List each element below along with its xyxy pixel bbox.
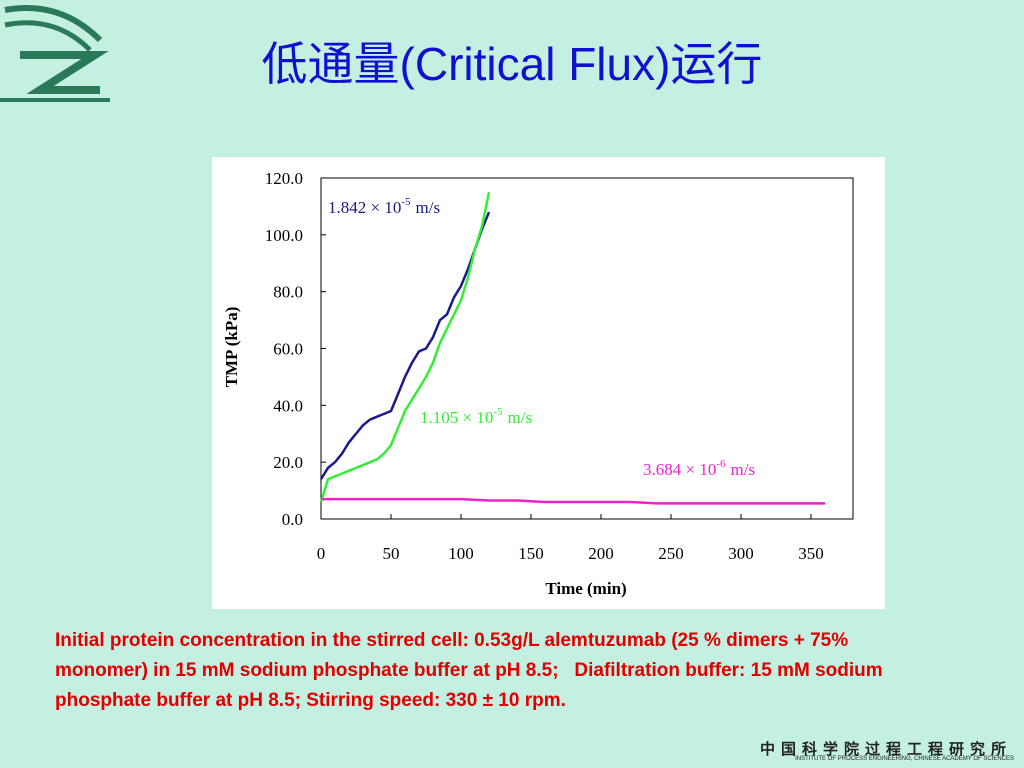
x-tick-label: 50 [383, 544, 400, 563]
label-base: 1.105 × 10 [420, 408, 493, 427]
label-exp: -5 [493, 406, 503, 418]
label-unit: m/s [508, 408, 533, 427]
data-line [319, 211, 491, 480]
chart: Time (min) TMP (kPa) 0.0 20.0 40.0 60.0 80.0… [212, 157, 885, 609]
slide-title: 低通量(Critical Flux)运行 [261, 38, 763, 90]
x-tick-label: 0 [317, 544, 326, 563]
label-exp: -6 [716, 458, 726, 470]
logo [0, 5, 110, 102]
caption-line: Initial protein concentration in the sti… [55, 630, 849, 651]
label-base: 3.684 × 10 [643, 460, 716, 479]
footer-name: 中国科学院过程工程研究所 [759, 741, 1012, 758]
footer-english: INSTITUTE OF PROCESS ENGINEERING, CHINES… [795, 756, 1014, 762]
label-unit: m/s [731, 460, 756, 479]
data-line [321, 497, 825, 505]
plot-frame [320, 177, 854, 520]
x-tick-label: 300 [728, 544, 754, 563]
x-tick-label: 350 [798, 544, 824, 563]
caption-line: phosphate buffer at pH 8.5; Stirring spe… [55, 690, 566, 711]
y-tick-label: 120.0 [265, 169, 303, 188]
x-tick-label: 250 [658, 544, 684, 563]
caption: Initial protein concentration in the sti… [55, 626, 883, 716]
series-label: 1.105 × 10-5 m/s [420, 406, 532, 427]
caption-line: monomer) in 15 mM sodium phosphate buffe… [55, 660, 883, 681]
x-tick-label: 100 [448, 544, 474, 563]
label-unit: m/s [416, 198, 441, 217]
data-line [319, 191, 491, 503]
y-tick-label: 20.0 [273, 453, 303, 472]
series-label: 3.684 × 10-6 m/s [643, 458, 755, 479]
y-tick-label: 100.0 [265, 226, 303, 245]
y-tick-label: 80.0 [273, 283, 303, 302]
y-tick-label: 0.0 [282, 510, 303, 529]
label-exp: -5 [401, 196, 411, 208]
series-label: 1.842 × 10-5 m/s [328, 196, 440, 217]
y-axis-label: TMP (kPa) [222, 307, 241, 388]
x-tick-label: 200 [588, 544, 614, 563]
y-tick-label: 40.0 [273, 396, 303, 415]
x-tick-label: 150 [518, 544, 544, 563]
y-tick-label: 60.0 [273, 340, 303, 359]
x-axis-label: Time (min) [545, 579, 626, 598]
label-base: 1.842 × 10 [328, 198, 401, 217]
